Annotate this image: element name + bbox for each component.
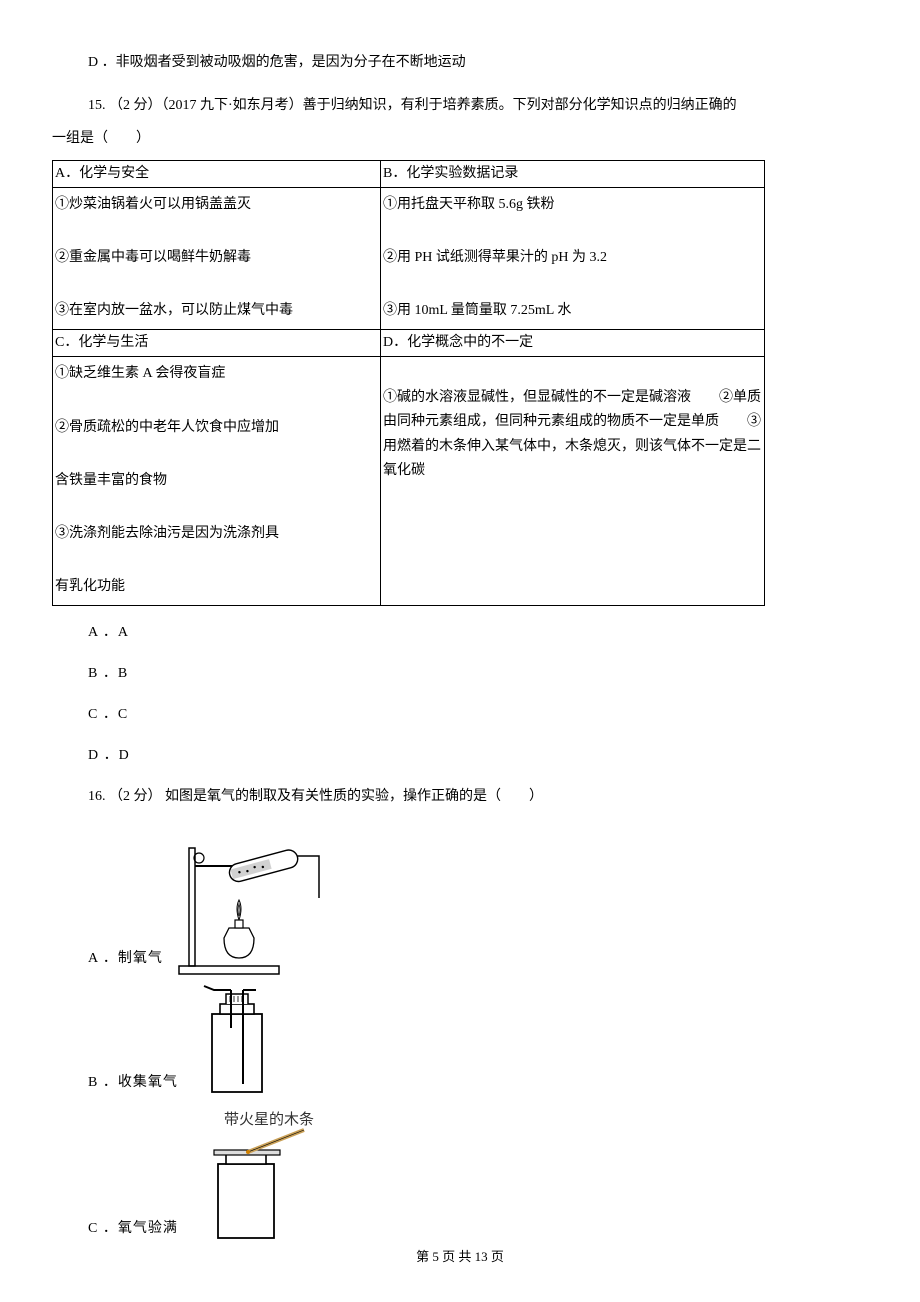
q15-answer-choices: A ．A B ．B C ．C D ．D — [88, 620, 868, 769]
q15-stem-line2: 一组是（ ） — [52, 126, 868, 151]
q16-option-b-row: B ．收集氧气 — [88, 984, 868, 1102]
apparatus-b-icon — [184, 984, 284, 1102]
table-row: C．化学与生活 D．化学概念中的不一定 — [53, 329, 765, 356]
choice-b: B ．B — [88, 661, 868, 686]
cell-d-body: ①碱的水溶液显碱性，但显碱性的不一定是碱溶液 ②单质由同种元素组成，但同种元素组… — [381, 357, 765, 605]
cell-d-header: D．化学概念中的不一定 — [381, 329, 765, 356]
cell-b-header: B．化学实验数据记录 — [381, 160, 765, 187]
cell-c-body: ①缺乏维生素 A 会得夜盲症 ②骨质疏松的中老年人饮食中应增加 含铁量丰富的食物… — [53, 357, 381, 605]
cell-a-header: A．化学与安全 — [53, 160, 381, 187]
choice-d: D ．D — [88, 743, 868, 768]
cell-a-body: ①炒菜油锅着火可以用锅盖盖灭 ②重金属中毒可以喝鲜牛奶解毒 ③在室内放一盆水，可… — [53, 187, 381, 329]
table-row: ①炒菜油锅着火可以用锅盖盖灭 ②重金属中毒可以喝鲜牛奶解毒 ③在室内放一盆水，可… — [53, 187, 765, 329]
q16-option-a-label: A ．制氧气 — [88, 946, 163, 977]
splint-label: 带火星的木条 — [224, 1111, 314, 1128]
prev-question-option-d: D ．非吸烟者受到被动吸烟的危害，是因为分子在不断地运动 — [88, 50, 868, 75]
q16-option-a-row: A ．制氧气 — [88, 828, 868, 978]
cell-b-body: ①用托盘天平称取 5.6g 铁粉 ②用 PH 试纸测得苹果汁的 pH 为 3.2… — [381, 187, 765, 329]
q15-options-table: A．化学与安全 B．化学实验数据记录 ①炒菜油锅着火可以用锅盖盖灭 ②重金属中毒… — [52, 160, 765, 606]
q15-stem-line1: 15. （2 分）（2017 九下·如东月考）善于归纳知识，有利于培养素质。下列… — [88, 93, 868, 118]
page-footer: 第 5 页 共 13 页 — [0, 1245, 920, 1268]
table-row: ①缺乏维生素 A 会得夜盲症 ②骨质疏松的中老年人饮食中应增加 含铁量丰富的食物… — [53, 357, 765, 605]
apparatus-a-icon — [169, 828, 339, 978]
document-page: D ．非吸烟者受到被动吸烟的危害，是因为分子在不断地运动 15. （2 分）（2… — [0, 0, 920, 1284]
cell-c-header: C．化学与生活 — [53, 329, 381, 356]
q16-option-c-label: C ．氧气验满 — [88, 1216, 178, 1247]
q16-stem: 16. （2 分） 如图是氧气的制取及有关性质的实验，操作正确的是（ ） — [88, 784, 868, 809]
q16-option-b-label: B ．收集氧气 — [88, 1070, 178, 1101]
choice-c: C ．C — [88, 702, 868, 727]
table-row: A．化学与安全 B．化学实验数据记录 — [53, 160, 765, 187]
apparatus-c-icon: 带火星的木条 — [184, 1108, 354, 1248]
choice-a: A ．A — [88, 620, 868, 645]
q16-option-c-row: C ．氧气验满 带火星的木条 — [88, 1108, 868, 1248]
